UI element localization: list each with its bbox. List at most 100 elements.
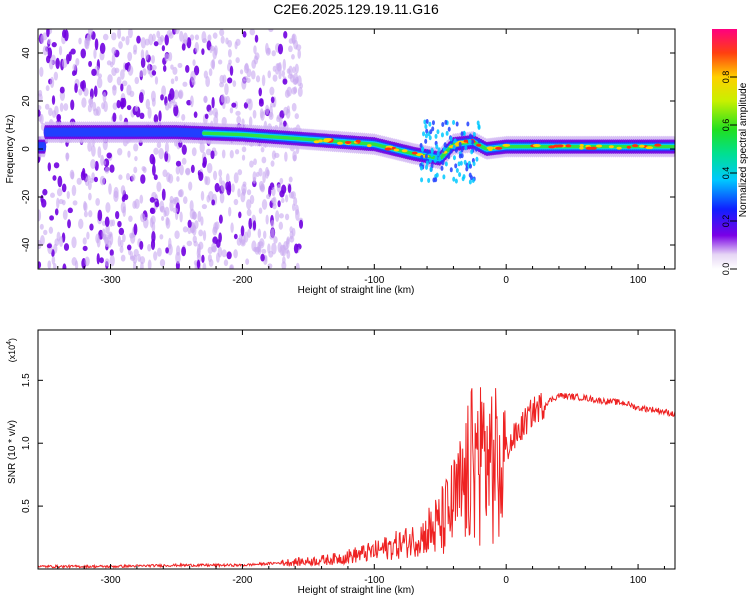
heatmap-noise-cell [57,175,63,188]
heatmap-noise-cell [55,57,60,70]
heatmap-spread-cell [422,131,426,137]
heatmap-noise-cell [93,85,98,98]
heatmap-peak-cell [313,140,320,144]
heatmap-noise-cell [182,81,188,87]
heatmap-spread-cell [444,119,448,125]
heatmap-spread-cell [438,156,442,162]
heatmap-noise-cell [169,195,174,204]
heatmap-noise-cell [139,240,144,250]
heatmap-noise-cell [114,67,120,74]
heatmap-noise-cell [275,68,280,75]
heatmap-noise-cell [220,94,225,103]
heatmap-noise-cell [156,30,161,39]
heatmap-noise-cell [179,211,183,223]
heatmap-spread-cell [442,146,446,152]
heatmap-noise-cell [188,181,193,191]
heatmap-noise-cell [196,259,201,269]
heatmap-peak-cell [502,143,511,147]
heatmap-noise-cell [220,180,226,193]
heatmap-noise-cell [273,236,278,244]
heatmap-noise-cell [53,71,59,81]
heatmap-noise-cell [82,167,86,177]
heatmap-noise-cell [189,95,194,108]
heatmap-noise-cell [112,112,117,123]
heatmap-noise-cell [194,41,199,53]
heatmap-spread-cell [447,154,451,160]
heatmap-noise-cell [271,150,277,160]
heatmap-noise-cell [134,155,138,162]
heatmap-noise-cell [38,209,42,222]
heatmap-spread-cell [454,147,458,153]
heatmap-noise-cell [159,234,164,240]
heatmap-noise-cell [151,70,157,76]
heatmap-noise-cell [218,214,223,224]
heatmap-noise-cell [173,104,179,117]
heatmap-noise-cell [164,102,170,111]
heatmap-peak-cell [565,144,572,148]
colorbar-label: Normalized spectral amplitude [738,82,749,217]
heatmap-noise-cell [164,34,169,46]
heatmap-noise-cell [175,251,181,264]
colorbar-gradient [712,29,737,269]
heatmap-spread-cell [440,165,444,171]
heatmap-noise-cell [241,146,247,153]
heatmap-peak-cell [366,144,372,148]
heatmap-spread-cell [468,133,472,139]
heatmap-noise-cell [267,70,271,79]
heatmap-noise-cell [151,231,156,243]
heatmap-noise-cell [234,149,240,155]
heatmap-spread-cell [434,177,438,183]
heatmap-noise-cell [47,260,52,269]
heatmap-noise-cell [120,83,124,92]
heatmap-noise-cell [70,99,75,111]
heatmap-peak-cell [585,146,594,150]
heatmap-noise-cell [172,101,178,107]
heatmap-noise-cell [253,246,257,253]
heatmap-noise-cell [260,146,265,153]
heatmap-peak-cell [654,143,662,147]
heatmap-noise-cell [62,209,68,221]
heatmap-noise-cell [170,64,174,70]
heatmap-noise-cell [83,210,88,218]
heatmap-spread-cell [424,124,428,130]
heatmap-noise-cell [212,32,218,39]
heatmap-noise-cell [46,29,50,38]
heatmap-noise-cell [275,210,280,222]
heatmap-noise-cell [49,76,55,88]
heatmap-spread-cell [458,153,462,159]
heatmap-noise-cell [285,238,290,249]
colorbar-tick-label: 0.4 [721,167,731,180]
heatmap-noise-cell [89,96,94,108]
heatmap-noise-cell [231,102,237,108]
heatmap-noise-cell [95,233,100,244]
snr-scale-exp: 4 [6,341,13,345]
heatmap-peak-cell [393,148,400,152]
heatmap-noise-cell [58,236,64,247]
heatmap-noise-cell [236,115,242,125]
heatmap-spread-cell [452,176,456,182]
heatmap-noise-cell [172,207,178,213]
heatmap-noise-cell [179,30,184,42]
heatmap-noise-cell [235,57,240,64]
heatmap-noise-cell [244,62,249,71]
heatmap-noise-cell [72,63,77,72]
heatmap-spread-cell [427,177,431,183]
heatmap-noise-cell [116,76,122,86]
heatmap-noise-cell [219,192,225,204]
heatmap-noise-cell [106,60,112,66]
x-tick-label: -300 [101,575,121,586]
heatmap-spread-cell [452,119,456,125]
heatmap-noise-cell [285,194,289,203]
x-tick-label: 100 [630,275,647,286]
heatmap-noise-cell [90,159,96,169]
heatmap-noise-cell [147,106,152,119]
heatmap-noise-cell [291,87,297,95]
heatmap-noise-cell [282,58,286,71]
heatmap-noise-cell [294,113,299,120]
heatmap-noise-cell [151,164,156,176]
heatmap-noise-cell [64,29,69,42]
heatmap-noise-cell [229,265,234,269]
heatmap-noise-cell [272,196,277,206]
heatmap-noise-cell [293,196,298,206]
heatmap-noise-cell [219,74,225,84]
